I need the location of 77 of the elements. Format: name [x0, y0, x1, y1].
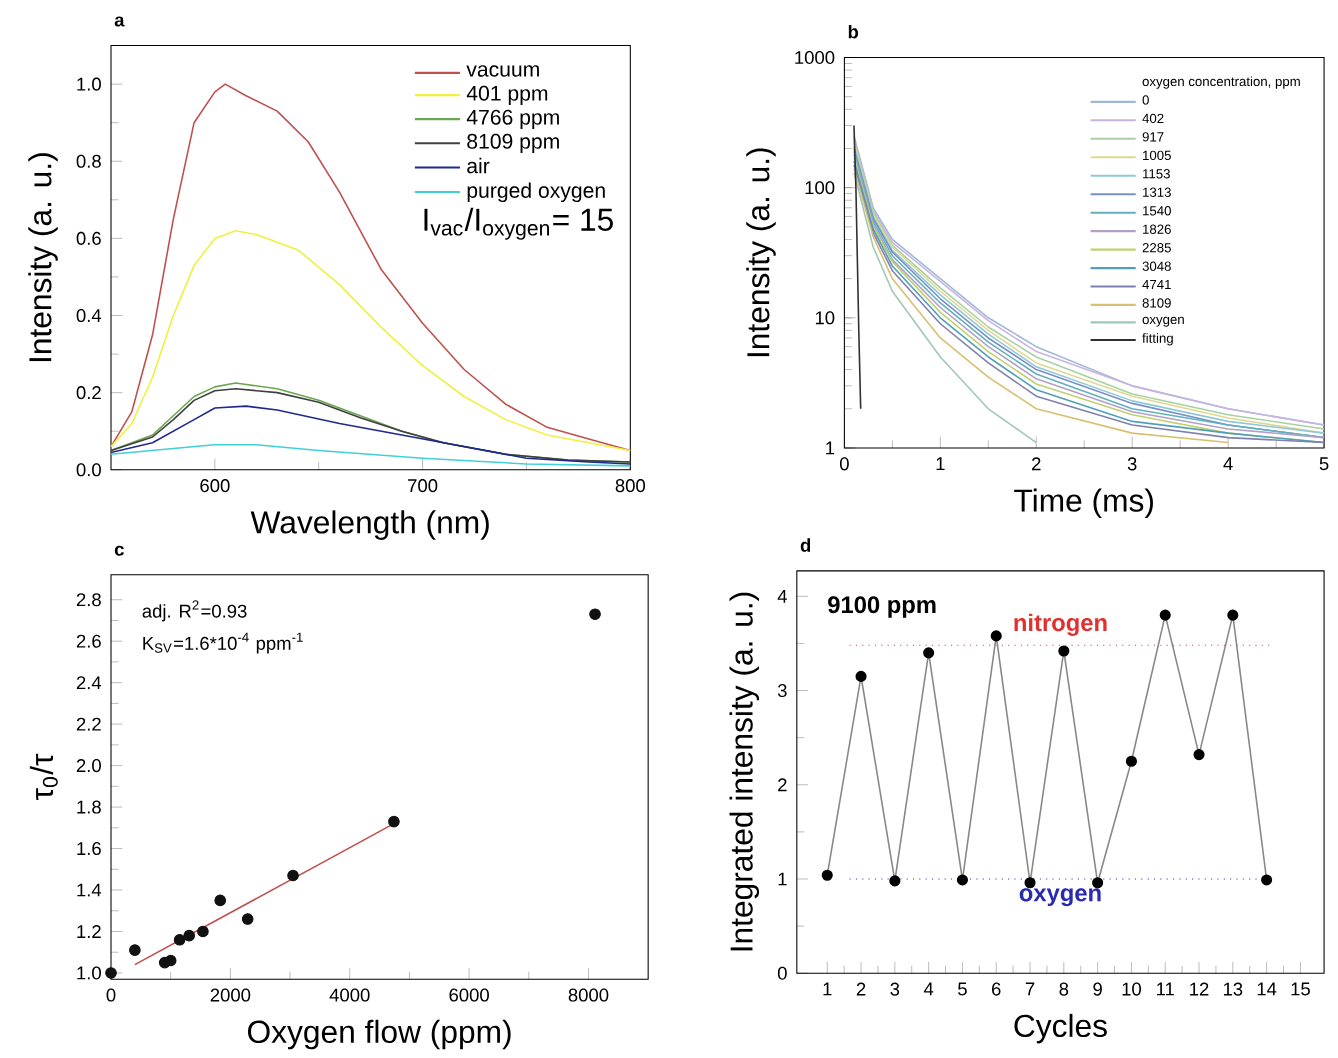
x-tick-label: 9	[1093, 982, 1102, 996]
chart-title: d	[800, 538, 811, 552]
y-tick-label: 1.8	[77, 800, 101, 814]
y-tick-label: 1.0	[77, 77, 101, 91]
x-tick-label: 13	[1223, 982, 1243, 996]
y-tick-label: 4	[777, 589, 787, 603]
y-tick-label: 1	[826, 441, 835, 455]
legend-label: 8109 ppm	[467, 133, 559, 153]
y-tick-label: 3	[777, 683, 787, 697]
y-tick-label: 0.8	[76, 154, 101, 168]
y-axis-title: Intensity (a. u.)	[28, 153, 58, 362]
x-tick-label: 0	[839, 457, 849, 471]
y-axis-title: τ$_{0}$/τ	[29, 753, 58, 800]
x-tick-label: 3	[890, 982, 900, 996]
legend-label: air	[467, 157, 490, 174]
x-tick-label: 8	[1059, 982, 1069, 996]
y-tick-label: 0	[777, 966, 787, 980]
x-tick-label: 2	[1032, 457, 1041, 471]
x-tick-label: 600	[200, 479, 230, 493]
y-tick-label: 1	[778, 872, 787, 886]
y-tick-label: 1.4	[77, 883, 102, 897]
y-tick-label: 2.8	[76, 593, 101, 607]
y-tick-label: 1000	[795, 50, 835, 64]
ref-line-label: oxygen	[1019, 888, 1101, 907]
x-tick-label: 6000	[449, 988, 489, 1002]
chart-title: a	[114, 16, 125, 27]
y-tick-label: 0.0	[76, 463, 101, 477]
y-axis-title: Intensity (a. u.)	[746, 148, 776, 357]
y-tick-label: 2.0	[76, 759, 101, 773]
y-tick-label: 0.2	[76, 386, 101, 400]
x-tick-label: 3	[1127, 457, 1137, 471]
x-tick-label: 12	[1190, 982, 1209, 996]
annotation: adj. R$^{2}$=0.93	[142, 600, 247, 622]
x-axis-title: Oxygen flow (ppm)	[248, 1019, 511, 1050]
y-tick-label: 1.0	[77, 966, 101, 980]
x-tick-label: 2	[856, 982, 866, 996]
legend-label: 401 ppm	[466, 85, 548, 105]
chart-title: b	[848, 24, 859, 39]
legend-label: 4766 ppm	[466, 109, 559, 129]
ref-line-label: nitrogen	[1014, 613, 1107, 636]
chart-title: c	[114, 545, 124, 556]
x-tick-label: 8000	[568, 988, 609, 1002]
x-axis-title: Wavelength (nm)	[250, 510, 489, 540]
y-tick-label: 2.6	[76, 634, 101, 648]
x-tick-label: 2000	[210, 988, 251, 1002]
y-tick-label: 10	[815, 311, 835, 325]
annotation: 9100 ppm	[828, 596, 936, 618]
y-tick-label: 2.4	[76, 676, 102, 690]
legend-label: vacuum	[466, 65, 539, 77]
y-tick-label: 0.6	[76, 231, 101, 245]
x-tick-label: 5	[1319, 457, 1329, 471]
y-axis-title: Integrated intensity (a. u.)	[729, 592, 760, 951]
x-tick-label: 7	[1025, 982, 1035, 996]
x-axis-title: Time (ms)	[1014, 488, 1153, 519]
y-tick-label: 0.4	[76, 308, 102, 322]
x-tick-label: 0	[106, 988, 116, 1002]
x-tick-label: 14	[1257, 982, 1277, 996]
y-tick-label: 1.6	[77, 841, 101, 856]
y-tick-label: 2	[778, 778, 787, 792]
x-axis-title: Cycles	[1014, 1013, 1107, 1044]
y-tick-label: 1.2	[77, 924, 101, 938]
x-tick-label: 800	[615, 479, 646, 493]
y-tick-label: 100	[805, 181, 835, 195]
x-tick-label: 5	[958, 982, 967, 996]
y-tick-label: 2.2	[76, 717, 101, 731]
x-tick-label: 15	[1291, 982, 1310, 996]
x-tick-label: 4000	[329, 988, 370, 1002]
x-tick-label: 1	[936, 457, 945, 470]
x-tick-label: 4	[923, 982, 934, 996]
x-tick-label: 4	[1223, 457, 1233, 470]
x-tick-label: 10	[1122, 982, 1141, 996]
annotation: K$_{SV}$=1.6*10$^{-4}$ ppm$^{-1}$	[143, 632, 303, 654]
x-tick-label: 700	[408, 479, 438, 493]
annotation: I$_{vac}$/I$_{oxygen}$= 15	[424, 207, 613, 240]
x-tick-label: 11	[1157, 982, 1174, 996]
legend-label: purged oxygen	[467, 182, 605, 203]
x-tick-label: 6	[992, 982, 1001, 996]
